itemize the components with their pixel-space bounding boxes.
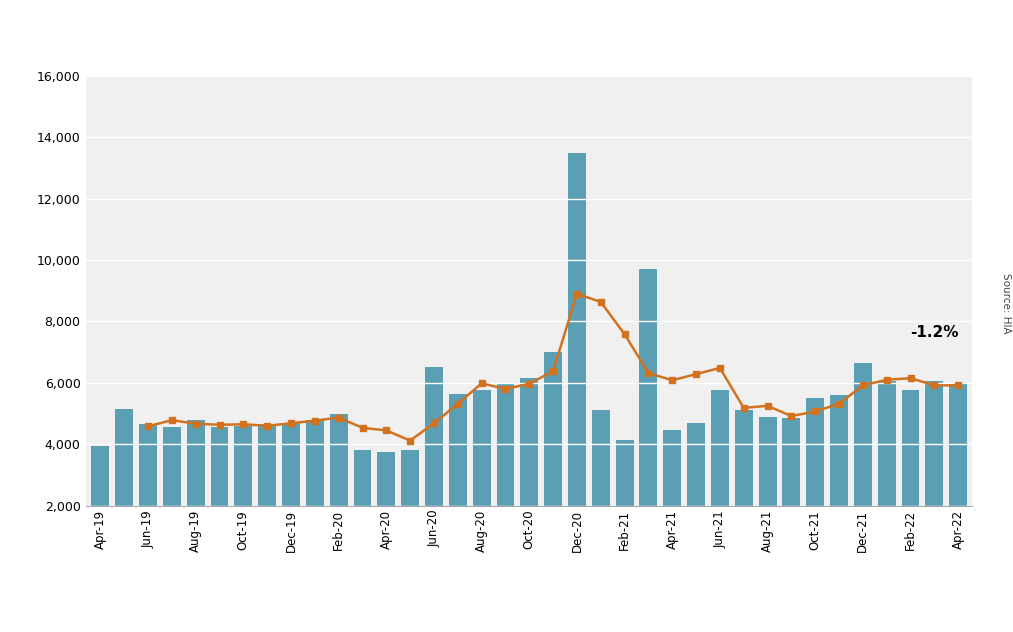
Bar bbox=[902, 391, 920, 567]
Bar bbox=[211, 427, 229, 567]
Bar bbox=[473, 391, 490, 567]
Bar bbox=[354, 451, 372, 567]
Bar bbox=[306, 420, 324, 567]
Bar bbox=[258, 424, 277, 567]
Bar bbox=[568, 152, 586, 567]
Bar bbox=[234, 426, 252, 567]
Bar bbox=[664, 430, 681, 567]
Bar bbox=[544, 352, 562, 567]
Bar bbox=[378, 452, 395, 567]
Bar bbox=[521, 378, 538, 567]
Text: -1.2%: -1.2% bbox=[910, 325, 958, 340]
Bar bbox=[854, 363, 872, 567]
Bar bbox=[639, 269, 657, 567]
Bar bbox=[878, 381, 895, 567]
Text: (SEASONALLY ADJUSTED): (SEASONALLY ADJUSTED) bbox=[633, 23, 866, 40]
Bar bbox=[926, 381, 943, 567]
Text: Source: HIA: Source: HIA bbox=[1001, 273, 1011, 334]
Bar bbox=[616, 440, 633, 567]
Text: PRIVATE NEW HOUSE SALES -  AUSTRALIA: PRIVATE NEW HOUSE SALES - AUSTRALIA bbox=[12, 22, 469, 41]
Bar bbox=[186, 420, 205, 567]
Bar bbox=[592, 410, 610, 567]
Bar bbox=[401, 451, 419, 567]
Bar bbox=[711, 391, 728, 567]
Bar bbox=[449, 394, 467, 567]
Bar bbox=[163, 427, 180, 567]
Bar bbox=[425, 367, 443, 567]
Bar bbox=[734, 410, 753, 567]
Bar bbox=[115, 409, 133, 567]
Bar bbox=[496, 383, 515, 567]
Bar bbox=[282, 423, 300, 567]
Bar bbox=[139, 424, 157, 567]
Bar bbox=[782, 418, 800, 567]
Bar bbox=[830, 395, 848, 567]
Bar bbox=[759, 416, 777, 567]
Bar bbox=[91, 446, 109, 567]
Bar bbox=[806, 398, 825, 567]
Bar bbox=[330, 413, 347, 567]
Bar bbox=[687, 423, 705, 567]
Bar bbox=[949, 384, 967, 567]
